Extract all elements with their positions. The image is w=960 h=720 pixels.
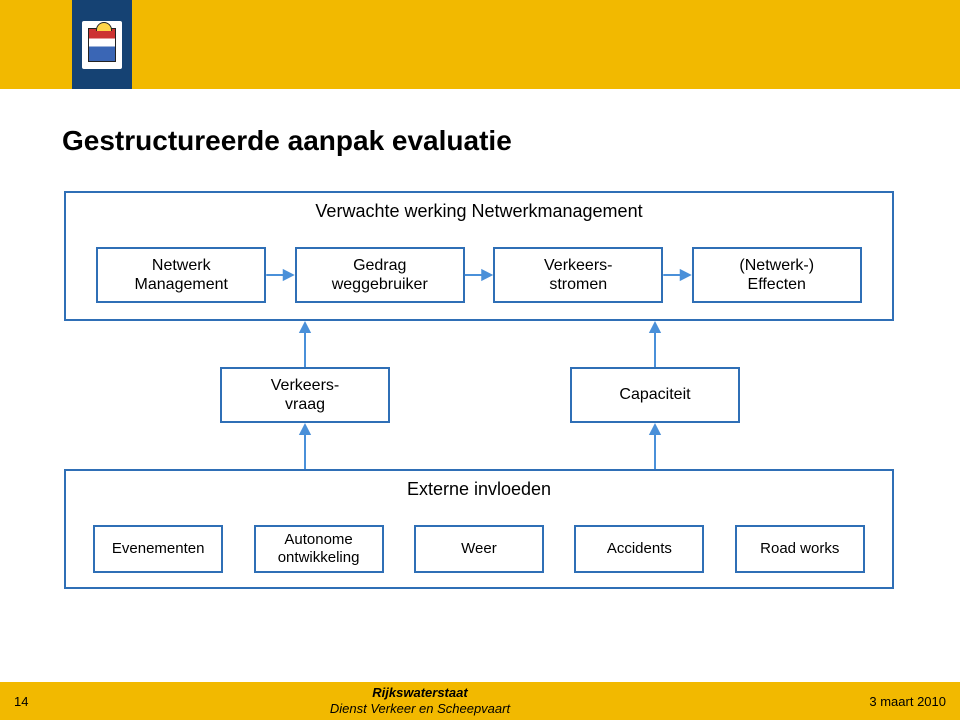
panel-bottom-row: Evenementen Autonomeontwikkeling Weer Ac… <box>66 525 892 573</box>
page-title: Gestructureerde aanpak evaluatie <box>62 125 898 157</box>
box-verkeersvraag: Verkeers-vraag <box>220 367 390 423</box>
footer-date: 3 maart 2010 <box>786 694 946 709</box>
header-bar <box>0 0 960 89</box>
box-evenementen: Evenementen <box>93 525 223 573</box>
box-verkeers-stromen: Verkeers-stromen <box>493 247 663 303</box>
panel-middle: Verkeers-vraag Capaciteit <box>62 367 898 423</box>
footer-org: Rijkswaterstaat <box>54 685 786 701</box>
logo-badge <box>72 0 132 89</box>
box-autonome-ontwikkeling: Autonomeontwikkeling <box>254 525 384 573</box>
panel-top-caption: Verwachte werking Netwerkmanagement <box>66 201 892 222</box>
box-netwerk-effecten: (Netwerk-)Effecten <box>692 247 862 303</box>
panel-top-row: NetwerkManagement Gedragweggebruiker Ver… <box>66 247 892 303</box>
box-weer: Weer <box>414 525 544 573</box>
panel-bottom-caption: Externe invloeden <box>66 479 892 500</box>
footer-page: 14 <box>14 694 54 709</box>
footer-dept: Dienst Verkeer en Scheepvaart <box>54 701 786 717</box>
footer-inner: 14 Rijkswaterstaat Dienst Verkeer en Sch… <box>0 682 960 720</box>
box-gedrag-weggebruiker: Gedragweggebruiker <box>295 247 465 303</box>
crest-icon <box>82 21 122 69</box>
box-netwerk-management: NetwerkManagement <box>96 247 266 303</box>
footer-center: Rijkswaterstaat Dienst Verkeer en Scheep… <box>54 685 786 718</box>
box-capaciteit: Capaciteit <box>570 367 740 423</box>
content-area: Gestructureerde aanpak evaluatie Verwach… <box>0 89 960 682</box>
box-accidents: Accidents <box>574 525 704 573</box>
panel-top: Verwachte werking Netwerkmanagement Netw… <box>64 191 894 321</box>
footer-bar: 14 Rijkswaterstaat Dienst Verkeer en Sch… <box>0 682 960 720</box>
crest-inner <box>88 28 116 62</box>
panel-bottom: Externe invloeden Evenementen Autonomeon… <box>64 469 894 589</box>
box-road-works: Road works <box>735 525 865 573</box>
